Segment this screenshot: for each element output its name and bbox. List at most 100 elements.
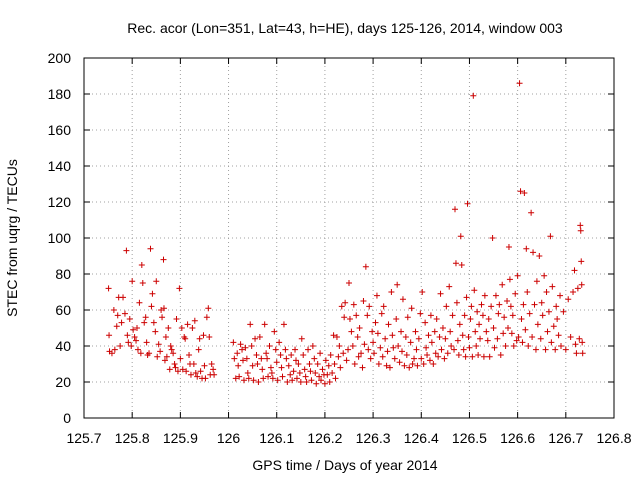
data-point [463,294,470,301]
data-point [195,346,202,353]
data-point [417,310,424,317]
data-point [171,361,178,367]
data-point [542,346,549,353]
data-point [118,319,125,326]
y-tick-label: 120 [48,194,72,210]
data-point [149,290,156,297]
data-point [138,262,145,268]
data-point [159,314,166,321]
y-tick-label: 0 [63,410,71,426]
x-tick-label: 126.6 [500,430,535,446]
data-point [509,312,516,319]
data-point [427,312,434,319]
data-point [166,366,173,373]
data-point [571,267,578,274]
data-point [577,222,584,229]
data-point [108,350,115,357]
data-point [518,316,525,322]
data-point [249,362,256,369]
data-point [455,352,462,358]
data-point [157,348,164,355]
y-tick-label: 100 [48,230,72,246]
data-point [147,245,154,252]
data-point [428,339,435,346]
data-point [496,301,503,308]
data-point [167,343,174,349]
data-point [312,370,319,376]
data-point [426,357,433,364]
data-point [141,319,148,326]
data-point [370,339,377,346]
data-point [177,355,184,362]
data-point [484,337,491,344]
data-point [468,303,475,310]
data-point [317,350,324,357]
data-point [329,370,336,376]
data-point [464,200,471,207]
data-point [313,380,320,387]
data-point [202,375,209,382]
data-point [284,379,291,385]
data-point [248,343,255,349]
data-point [398,328,405,335]
data-point [364,312,371,319]
data-point [365,346,372,353]
data-point [106,332,113,339]
data-point [534,321,541,328]
data-point [342,299,349,306]
data-point [261,321,268,328]
x-tick-label: 126.7 [548,430,583,446]
data-point [422,319,429,326]
data-point [406,364,413,371]
data-point [293,357,299,364]
data-point [478,301,485,308]
data-point [269,375,276,382]
data-point [288,352,295,358]
data-point [168,346,175,353]
data-point [340,350,347,357]
data-point [134,346,141,353]
x-axis-title: GPS time / Days of year 2014 [252,457,437,473]
data-point [446,283,453,290]
data-point [324,371,331,378]
data-point [490,325,497,331]
data-point [567,334,574,340]
data-point [117,343,124,349]
data-point [576,335,583,342]
data-point [502,343,509,349]
data-point [560,308,567,315]
data-point [523,245,530,252]
data-point [273,359,280,366]
x-tick-label: 126.5 [452,430,487,446]
data-point [285,362,292,369]
data-point [372,319,379,326]
data-point [433,316,440,322]
data-point [359,364,366,371]
data-point [318,377,325,384]
data-point [303,379,310,385]
data-point [287,371,294,378]
data-point [190,361,197,367]
data-point [266,343,273,349]
data-point [552,346,559,353]
data-point [341,314,348,321]
data-point [325,362,332,369]
x-tick-label: 126.1 [259,430,294,446]
data-point [184,321,191,328]
data-point [451,346,458,353]
data-point [353,312,360,319]
x-tick-label: 126.8 [596,430,631,446]
data-point [399,296,406,303]
data-point [179,366,186,373]
data-point [456,321,463,328]
x-tick-label: 126.4 [404,430,439,446]
data-point [423,344,430,351]
data-point [418,355,425,362]
data-point [174,368,181,375]
data-point [252,335,259,342]
data-point [470,92,477,99]
data-point [438,346,445,353]
data-point [430,361,437,367]
data-point [516,80,523,87]
